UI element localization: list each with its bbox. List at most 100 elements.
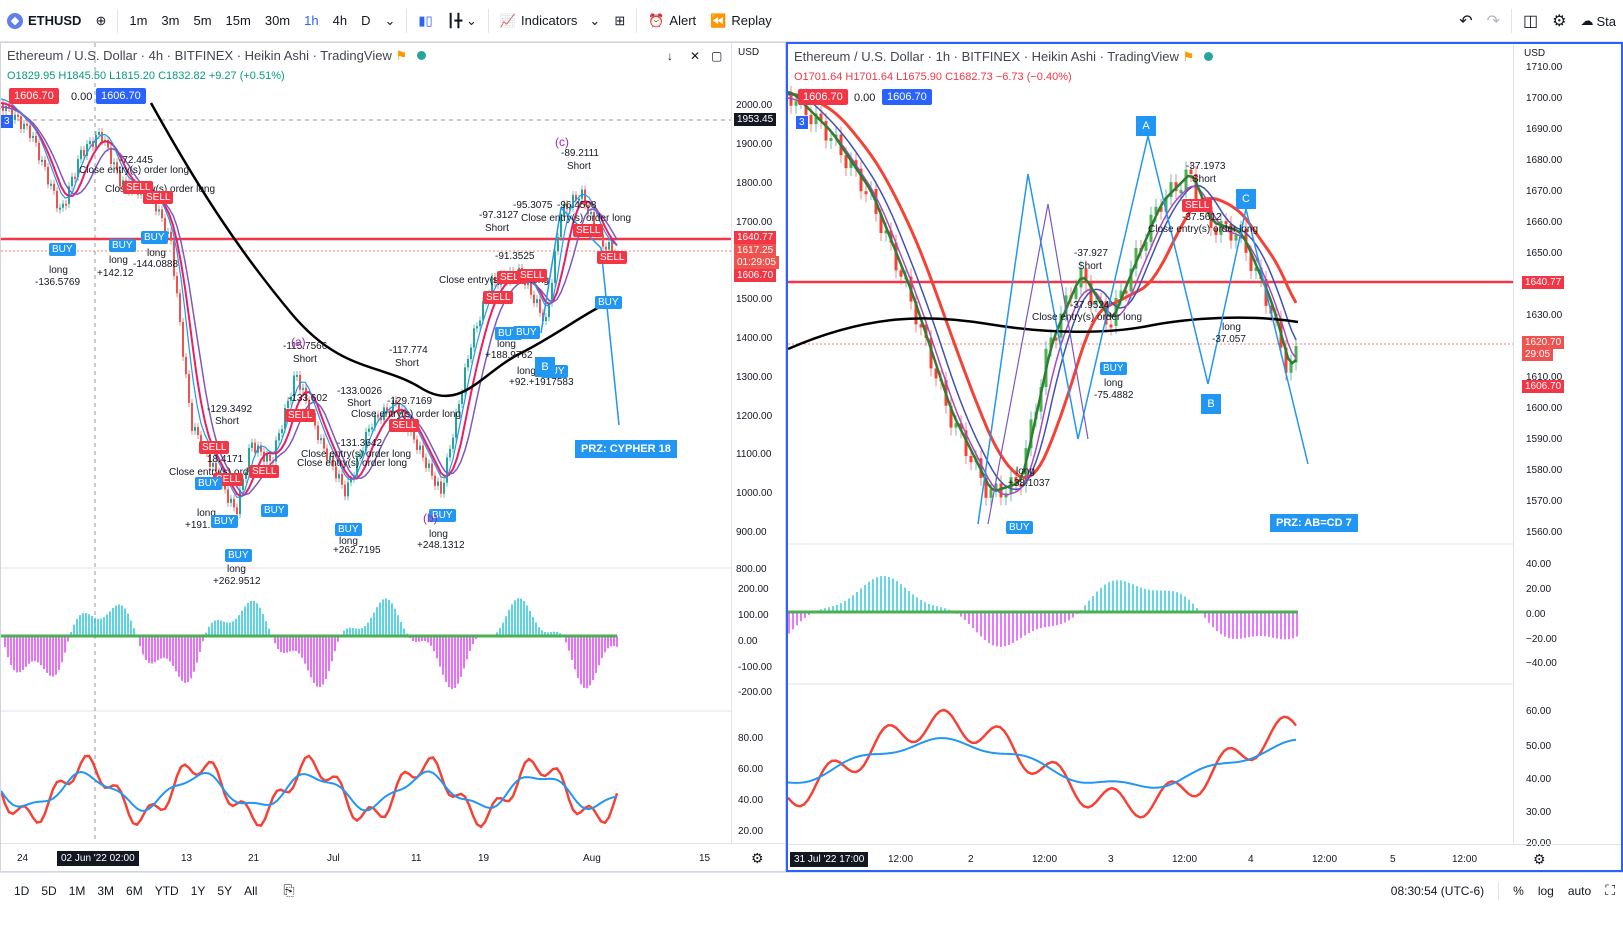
- interval-30m[interactable]: 30m: [264, 13, 291, 28]
- histogram-bar: [121, 605, 123, 636]
- right-chart-pane[interactable]: Ethereum / U.S. Dollar · 1h · BITFINEX ·…: [786, 42, 1623, 872]
- right-ask-badge[interactable]: 1606.70: [882, 89, 932, 105]
- interval-3m[interactable]: 3m: [161, 13, 180, 28]
- left-bid-badge[interactable]: 1606.70: [9, 88, 59, 104]
- candle-body: [443, 482, 445, 494]
- candle-style-icon[interactable]: ┃╋ ⌄: [446, 12, 477, 28]
- histogram-bar: [349, 627, 351, 636]
- flag-icon[interactable]: ⚑: [1182, 49, 1195, 64]
- right-price-axis[interactable]: USD 1710.00 1700.00 1690.00 1680.00 1670.00 1…: [1513, 44, 1621, 849]
- auto-toggle[interactable]: auto: [1567, 883, 1592, 898]
- cloud-save-icon[interactable]: ☁ Sta: [1580, 13, 1616, 29]
- trade-note: long: [1104, 378, 1123, 389]
- candle-body: [1294, 346, 1298, 363]
- candle-body: [1249, 252, 1253, 271]
- histogram-bar: [439, 636, 441, 667]
- candle-body: [824, 120, 828, 141]
- undo-icon[interactable]: ↶: [1459, 13, 1473, 30]
- sell-signal: SELL: [389, 419, 420, 432]
- candle-body: [473, 328, 475, 348]
- right-layer-badge[interactable]: 3: [796, 116, 808, 129]
- histogram-bar: [616, 636, 618, 647]
- histogram-bar: [520, 598, 522, 636]
- candle-body: [1169, 182, 1173, 198]
- histogram-bar: [313, 636, 315, 683]
- range-1d[interactable]: 1D: [14, 883, 30, 898]
- scroll-down-icon[interactable]: ↓: [667, 49, 673, 63]
- histogram-bar: [1196, 608, 1198, 612]
- range-1m[interactable]: 1M: [68, 883, 86, 898]
- settings-gear-icon[interactable]: ⚙: [1552, 13, 1567, 30]
- candle-body: [188, 374, 190, 403]
- left-ask-badge[interactable]: 1606.70: [96, 88, 146, 104]
- left-chart-pane[interactable]: Ethereum / U.S. Dollar · 4h · BITFINEX ·…: [0, 42, 786, 872]
- alert-button[interactable]: ⏰ Alert: [641, 0, 703, 42]
- interval-dropdown-icon[interactable]: ⌄: [384, 12, 396, 28]
- histogram-bar: [864, 584, 866, 612]
- range-5y[interactable]: 5Y: [217, 883, 233, 898]
- candle-body: [266, 454, 268, 462]
- currency-label[interactable]: USD: [1524, 48, 1546, 59]
- currency-label[interactable]: USD: [738, 47, 760, 58]
- range-6m[interactable]: 6M: [126, 883, 143, 898]
- percent-toggle[interactable]: %: [1513, 883, 1524, 898]
- close-pane-icon[interactable]: ✕: [690, 49, 701, 63]
- histogram-bar: [1204, 612, 1206, 618]
- candle-body: [269, 454, 271, 461]
- candle-body: [83, 149, 85, 156]
- flag-icon[interactable]: ⚑: [395, 48, 408, 63]
- histogram-bar: [1256, 612, 1258, 637]
- range-ytd[interactable]: YTD: [154, 883, 179, 898]
- histogram-bar: [241, 610, 243, 636]
- indicators-button[interactable]: 📈 Indicators ⌄: [493, 0, 607, 42]
- histogram-bar: [373, 612, 375, 636]
- interval-d[interactable]: D: [361, 13, 371, 28]
- range-5d[interactable]: 5D: [41, 883, 57, 898]
- left-price-axis[interactable]: USD 2000.001900.001800.001700.001600.001…: [731, 43, 785, 843]
- histogram-bar: [860, 588, 862, 612]
- point-a: A: [1136, 116, 1156, 136]
- maximize-pane-icon[interactable]: ▢: [711, 49, 723, 63]
- histogram-bar: [583, 636, 585, 688]
- clock-time[interactable]: 08:30:54 (UTC-6): [1390, 883, 1485, 898]
- axis-settings-gear-icon[interactable]: ⚙: [1533, 851, 1546, 867]
- symbol-search[interactable]: ◆ ETHUSD: [0, 0, 88, 42]
- buy-signal: BUY: [513, 326, 540, 339]
- candle-body: [110, 147, 112, 164]
- compare-add-icon[interactable]: ⊕: [95, 12, 107, 28]
- interval-1h[interactable]: 1h: [304, 13, 319, 28]
- replay-button[interactable]: ⏪ Replay: [703, 0, 779, 42]
- interval-4h[interactable]: 4h: [332, 13, 348, 28]
- price-tick: 1600.00: [1526, 403, 1563, 414]
- histogram-bar: [319, 636, 321, 688]
- histogram-bar: [178, 636, 180, 677]
- axis-settings-gear-icon[interactable]: ⚙: [751, 850, 764, 866]
- indicators-label: Indicators: [521, 13, 578, 28]
- candle-body: [113, 162, 115, 165]
- left-layer-badge[interactable]: 3: [1, 115, 13, 128]
- right-time-axis[interactable]: 12:00 2 12:00 3 12:00 4 12:00 5 12:00 31 Jul '22…: [788, 844, 1621, 870]
- right-chart-canvas[interactable]: [788, 44, 1621, 870]
- candle-body: [969, 455, 973, 463]
- interval-15m[interactable]: 15m: [225, 13, 251, 28]
- redo-icon[interactable]: ↷: [1486, 13, 1501, 30]
- interval-5m[interactable]: 5m: [193, 13, 212, 28]
- goto-date-icon[interactable]: ⎘: [283, 882, 295, 898]
- layout-split-icon[interactable]: ◫: [1523, 13, 1539, 30]
- candle-body: [593, 212, 595, 228]
- bar-type-icon[interactable]: ▮▯: [418, 12, 433, 28]
- layout-grid-icon[interactable]: ⊞: [614, 12, 626, 28]
- range-1y[interactable]: 1Y: [190, 883, 206, 898]
- range-3m[interactable]: 3M: [97, 883, 115, 898]
- histogram-bar: [928, 603, 930, 612]
- interval-1m[interactable]: 1m: [129, 13, 148, 28]
- histogram-bar: [547, 632, 549, 636]
- candle-body: [197, 427, 199, 436]
- left-time-axis[interactable]: 24 13 21 Jul 11 19 Aug 15 02 Jun '22 02:00 ⚙: [1, 843, 785, 871]
- right-bid-badge[interactable]: 1606.70: [798, 89, 848, 105]
- fullscreen-icon[interactable]: ⛶: [1605, 882, 1615, 898]
- candle-body: [446, 457, 448, 483]
- price-tick: 1300.00: [736, 372, 773, 383]
- range-all[interactable]: All: [244, 883, 258, 898]
- log-toggle[interactable]: log: [1537, 883, 1554, 898]
